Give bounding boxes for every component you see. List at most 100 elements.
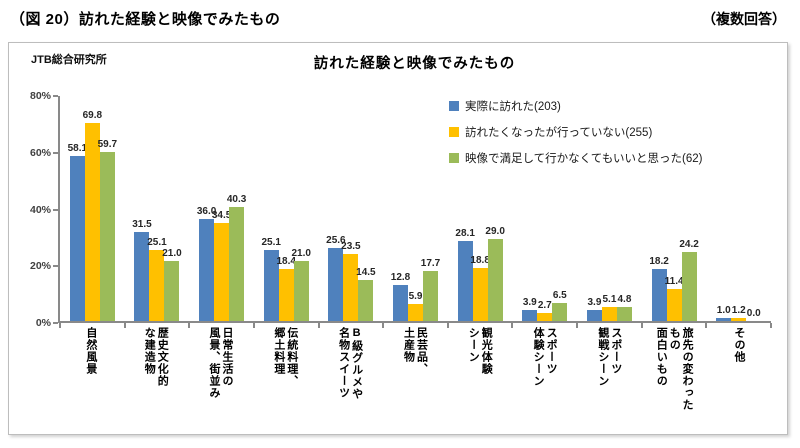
legend-swatch-icon: [449, 101, 459, 111]
bar: [522, 310, 538, 321]
category-cell: 歴史文化的 な建造物: [123, 327, 188, 411]
bar: [293, 261, 309, 321]
value-label: 40.3: [226, 194, 247, 205]
bar: [651, 269, 667, 321]
plot-area: 58.1 69.8 59.7 31.5 25.1 21.0 36.0 34.5 40.3 25.1…: [53, 95, 772, 328]
value-label: 1.0: [716, 305, 731, 316]
x-axis-tick-mark: [511, 323, 514, 328]
value-label: 4.8: [617, 294, 632, 305]
value-label: 17.7: [420, 258, 441, 269]
bar-slot: 58.1: [68, 143, 87, 321]
bar-slot: 17.7: [421, 258, 440, 321]
bar-slot: 25.1: [262, 237, 281, 321]
x-axis-tick-mark: [317, 323, 320, 328]
value-label: 5.9: [408, 291, 423, 302]
value-label: 5.1: [602, 294, 617, 305]
bar-group: 58.1 69.8 59.7: [60, 96, 125, 321]
bar: [666, 289, 682, 321]
y-axis-tick-mark: [53, 208, 58, 211]
y-axis-tick-label: 40%: [29, 203, 51, 216]
x-axis-tick-mark: [576, 323, 579, 328]
category-label: スポーツ 観戦シーン: [596, 327, 622, 387]
legend-item: 実際に訪れた(203): [449, 93, 702, 119]
x-axis-tick-mark: [382, 323, 385, 328]
value-label: 58.1: [67, 143, 88, 154]
bar-slot: 24.2: [679, 239, 699, 321]
category-cell: 伝統料理、 郷土料理: [252, 327, 317, 411]
bar: [134, 232, 150, 321]
value-label: 3.9: [587, 297, 602, 308]
category-cell: その他: [706, 327, 771, 411]
value-label: 12.8: [390, 272, 411, 283]
bar-slot: 25.6: [326, 235, 346, 321]
bar-slot: 5.1: [601, 294, 617, 321]
bar: [149, 250, 165, 321]
bar-slot: 21.0: [162, 248, 182, 321]
category-cell: 旅先の変わった もの 面白いもの: [641, 327, 706, 411]
bar: [84, 123, 100, 321]
bar-slot: 36.0: [197, 206, 216, 321]
value-label: 34.5: [211, 210, 232, 221]
bar: [537, 313, 553, 321]
figure-title: （図 20）訪れた経験と映像でみたもの: [10, 11, 281, 28]
category-cell: B級グルメや 名物スイーツ: [317, 327, 382, 411]
bar: [214, 223, 230, 321]
category-label: その他: [733, 327, 746, 363]
bar-group: 3.9 2.7 6.5: [512, 96, 577, 321]
bar-slot: 4.8: [616, 294, 632, 321]
value-label: 21.0: [162, 248, 182, 259]
category-label: 自然風景: [84, 327, 97, 375]
bar-group: 18.2 11.4 24.2: [642, 96, 707, 321]
value-label: 18.8: [470, 255, 490, 266]
chart-title: 訪れた経験と映像でみたもの: [313, 56, 516, 72]
bar: [99, 152, 115, 321]
category-label: 日常生活の 風景、街並み: [208, 327, 233, 399]
bar-slot: 59.7: [98, 139, 117, 321]
bar: [343, 254, 359, 321]
category-cell: 民芸品、 土産物: [382, 327, 447, 411]
bar-slot: 69.8: [83, 110, 102, 321]
category-label: 民芸品、 土産物: [402, 327, 428, 375]
x-axis-tick-mark: [446, 323, 449, 328]
legend-item: 訪れたくなったが行っていない(255): [449, 119, 702, 145]
bar: [586, 310, 602, 321]
legend-swatch-icon: [449, 127, 459, 137]
value-label: 23.5: [341, 241, 361, 252]
legend-item: 映像で満足して行かなくてもいいと思った(62): [449, 145, 702, 171]
bar-slot: 1.2: [731, 305, 747, 321]
value-label: 28.1: [455, 228, 475, 239]
bar-slot: 34.5: [212, 210, 231, 321]
value-label: 24.2: [679, 239, 699, 250]
bar-slot: 29.0: [485, 226, 505, 321]
x-axis-tick-mark: [770, 323, 772, 328]
multiple-answer-note: （複数回答）: [702, 11, 786, 27]
category-label: スポーツ 体験シーン: [532, 327, 558, 387]
bar-slot: 28.1: [455, 228, 475, 321]
bar: [616, 307, 632, 321]
value-label: 59.7: [97, 139, 118, 150]
bar: [229, 207, 245, 321]
category-label: 旅先の変わった もの 面白いもの: [655, 327, 694, 411]
bar: [328, 248, 344, 321]
y-axis-tick-label: 20%: [29, 260, 51, 273]
value-label: 2.7: [537, 300, 552, 311]
legend-label: 映像で満足して行かなくてもいいと思った(62): [465, 153, 703, 165]
value-label: 25.1: [147, 237, 167, 248]
value-label: 11.4: [664, 276, 684, 287]
category-cell: 観光体験 シーン: [447, 327, 512, 411]
bar: [681, 252, 697, 321]
value-label: 18.2: [649, 256, 669, 267]
bar: [358, 280, 374, 321]
value-label: 6.5: [552, 290, 567, 301]
legend-label: 訪れたくなったが行っていない(255): [465, 127, 653, 139]
x-axis-tick-mark: [252, 323, 255, 328]
bar: [423, 271, 439, 321]
bar: [472, 268, 488, 321]
bar-slot: 3.9: [586, 297, 602, 321]
source-label: JTB総合研究所: [31, 54, 107, 66]
bar: [552, 303, 568, 321]
bar-slot: 12.8: [391, 272, 410, 321]
value-label: 31.5: [132, 219, 152, 230]
y-axis-tick-label: 0%: [35, 317, 51, 329]
